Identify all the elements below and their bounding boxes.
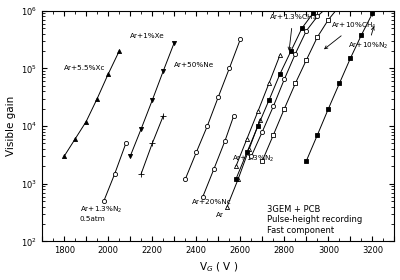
- Text: Ar+5.5%Xc: Ar+5.5%Xc: [64, 65, 106, 71]
- Text: Ar: Ar: [216, 211, 224, 218]
- X-axis label: V$_G$ ( V ): V$_G$ ( V ): [199, 261, 238, 274]
- Text: Ar+20%Nc: Ar+20%Nc: [192, 199, 232, 205]
- Text: Ar+1%Xe: Ar+1%Xe: [130, 33, 165, 39]
- Text: Ar+1.3%N$_2$: Ar+1.3%N$_2$: [232, 154, 274, 164]
- Text: Ar+50%Ne: Ar+50%Ne: [174, 62, 214, 68]
- Text: 3GEM + PCB
Pulse-height recording
Fast component: 3GEM + PCB Pulse-height recording Fast c…: [267, 205, 362, 235]
- Y-axis label: Visible gain: Visible gain: [6, 96, 16, 156]
- Text: Ar+10%CH$_4$: Ar+10%CH$_4$: [325, 21, 376, 49]
- Text: Ar+10%N$_2$: Ar+10%N$_2$: [348, 27, 388, 51]
- Text: Ar+1.3%N$_2$
0.5atm: Ar+1.3%N$_2$ 0.5atm: [80, 205, 122, 222]
- Text: Ar+1.3%CH$_4$: Ar+1.3%CH$_4$: [269, 13, 317, 50]
